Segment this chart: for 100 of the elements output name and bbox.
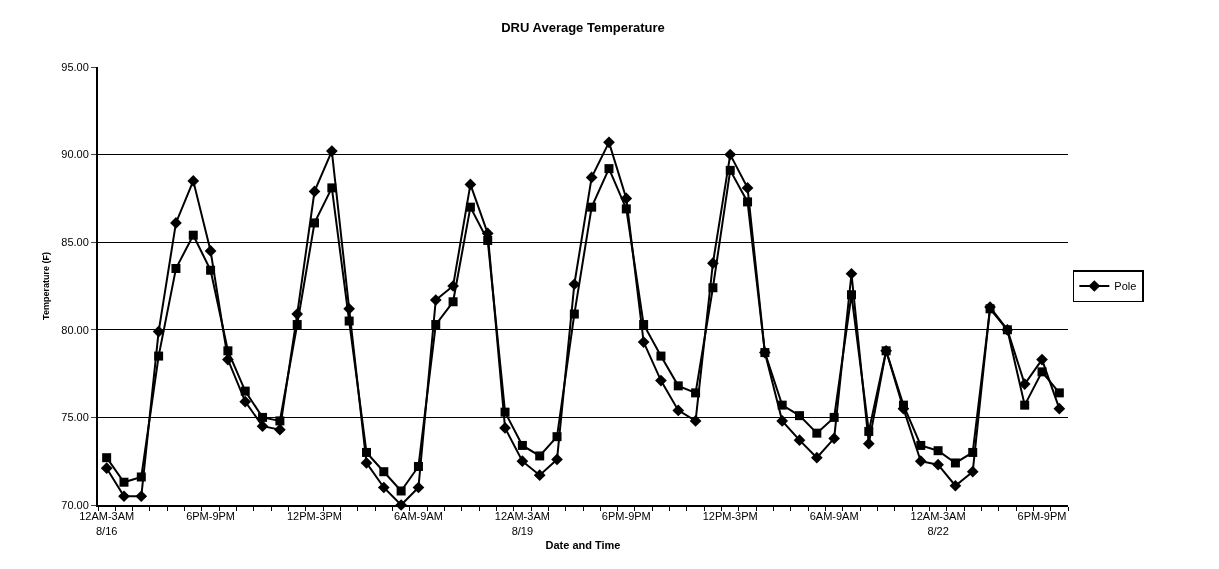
- point: [916, 440, 926, 450]
- point: [968, 447, 978, 457]
- x-axis-title: Date and Time: [545, 539, 621, 552]
- point: [118, 490, 130, 503]
- point: [431, 320, 441, 330]
- point: [810, 451, 823, 464]
- point: [620, 192, 633, 205]
- point: [966, 465, 979, 478]
- point: [1036, 353, 1048, 366]
- point: [535, 451, 545, 461]
- point: [603, 136, 615, 149]
- point: [310, 218, 320, 228]
- x-tick-label: 6PM-9PM: [601, 510, 651, 523]
- y-tick-label: 75.00: [61, 411, 89, 424]
- point: [517, 440, 527, 450]
- point: [464, 178, 477, 191]
- point: [637, 336, 650, 348]
- point: [828, 432, 841, 445]
- y-axis-title: Temperature (F): [41, 252, 52, 320]
- x-tick-label: 12AM-3AM 8/16: [79, 510, 135, 537]
- point: [864, 426, 874, 436]
- point: [188, 230, 198, 240]
- point: [187, 175, 200, 187]
- point: [361, 447, 371, 457]
- x-tick-label: 12PM-3PM: [702, 510, 758, 523]
- point: [691, 388, 701, 398]
- x-tick-label: 12PM-3PM: [287, 510, 343, 523]
- point: [412, 481, 425, 494]
- y-tick-label: 90.00: [61, 148, 89, 161]
- point: [604, 164, 614, 174]
- point: [914, 455, 927, 468]
- point: [1053, 402, 1066, 415]
- y-tick-label: 80.00: [61, 323, 89, 336]
- y-tick-label: 85.00: [61, 236, 89, 249]
- point: [949, 479, 962, 492]
- x-tick-label: 6AM-9AM: [394, 510, 443, 523]
- point: [1037, 367, 1047, 377]
- point: [724, 148, 737, 161]
- point: [136, 472, 146, 482]
- x-tick-label: 12AM-3AM 8/19: [494, 510, 550, 537]
- point: [587, 202, 597, 212]
- point: [672, 404, 685, 417]
- point: [256, 420, 269, 433]
- point: [950, 458, 960, 468]
- y-tick-label: 95.00: [61, 60, 89, 73]
- point: [569, 309, 579, 319]
- point: [413, 461, 423, 471]
- point: [708, 283, 718, 293]
- point: [812, 428, 822, 438]
- point: [829, 412, 839, 422]
- point: [292, 320, 302, 330]
- point: [743, 197, 753, 207]
- point: [102, 453, 112, 463]
- point: [135, 490, 148, 503]
- point: [777, 400, 787, 410]
- point: [499, 422, 511, 434]
- point: [552, 432, 562, 442]
- point: [154, 351, 164, 361]
- point: [325, 145, 338, 157]
- y-tick-label: 70.00: [61, 498, 89, 511]
- point: [327, 183, 337, 193]
- point: [100, 462, 113, 475]
- point: [344, 316, 354, 326]
- point: [846, 290, 856, 300]
- point: [377, 481, 390, 494]
- x-tick-label: 12AM-3AM 8/22: [910, 510, 966, 537]
- point: [119, 477, 129, 487]
- point: [360, 457, 373, 469]
- x-tick-label: 6AM-9AM: [809, 510, 859, 523]
- point: [776, 415, 789, 427]
- point: [585, 171, 598, 184]
- point: [275, 416, 285, 426]
- point: [533, 469, 546, 482]
- point: [845, 267, 858, 280]
- point: [152, 325, 165, 338]
- point: [741, 182, 754, 194]
- point: [429, 294, 442, 306]
- point: [932, 458, 944, 471]
- chart-title: DRU Average Temperature: [501, 19, 665, 35]
- point: [483, 235, 493, 245]
- point: [448, 297, 458, 307]
- point: [656, 351, 666, 361]
- point: [933, 446, 943, 456]
- point: [239, 395, 252, 408]
- point: [673, 381, 683, 391]
- point: [258, 412, 268, 422]
- point: [223, 346, 233, 356]
- point: [568, 278, 581, 291]
- point: [551, 453, 563, 466]
- legend-label: Pole: [1114, 280, 1137, 293]
- point: [396, 486, 406, 496]
- point: [725, 165, 735, 175]
- point: [793, 434, 806, 447]
- point: [1020, 400, 1030, 410]
- point: [171, 263, 181, 273]
- x-tick-label: 6PM-9PM: [186, 510, 236, 523]
- point: [206, 265, 216, 275]
- point: [516, 455, 529, 468]
- point: [379, 467, 389, 477]
- point: [500, 407, 510, 417]
